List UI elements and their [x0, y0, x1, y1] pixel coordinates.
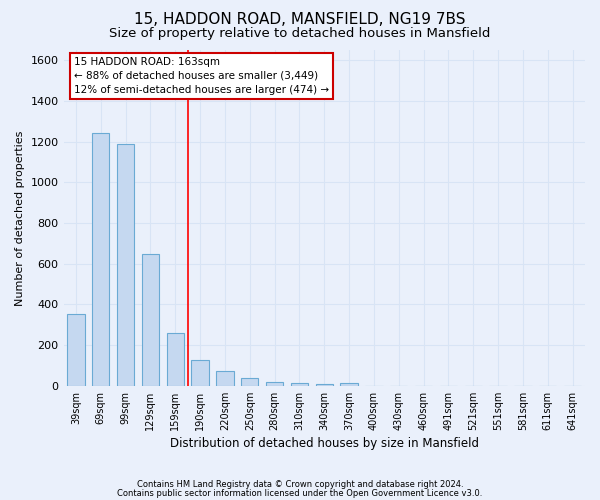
Bar [142, 254, 159, 386]
Text: 15, HADDON ROAD, MANSFIELD, NG19 7BS: 15, HADDON ROAD, MANSFIELD, NG19 7BS [134, 12, 466, 28]
X-axis label: Distribution of detached houses by size in Mansfield: Distribution of detached houses by size … [170, 437, 479, 450]
Bar [92, 134, 109, 386]
Text: Size of property relative to detached houses in Mansfield: Size of property relative to detached ho… [109, 28, 491, 40]
Bar [291, 383, 308, 386]
Bar [117, 144, 134, 386]
Text: Contains HM Land Registry data © Crown copyright and database right 2024.: Contains HM Land Registry data © Crown c… [137, 480, 463, 489]
Text: 15 HADDON ROAD: 163sqm
← 88% of detached houses are smaller (3,449)
12% of semi-: 15 HADDON ROAD: 163sqm ← 88% of detached… [74, 56, 329, 94]
Bar [191, 360, 209, 386]
Bar [316, 384, 333, 386]
Bar [241, 378, 259, 386]
Text: Contains public sector information licensed under the Open Government Licence v3: Contains public sector information licen… [118, 488, 482, 498]
Bar [266, 382, 283, 386]
Y-axis label: Number of detached properties: Number of detached properties [15, 130, 25, 306]
Bar [340, 383, 358, 386]
Bar [167, 333, 184, 386]
Bar [67, 314, 85, 386]
Bar [216, 370, 233, 386]
